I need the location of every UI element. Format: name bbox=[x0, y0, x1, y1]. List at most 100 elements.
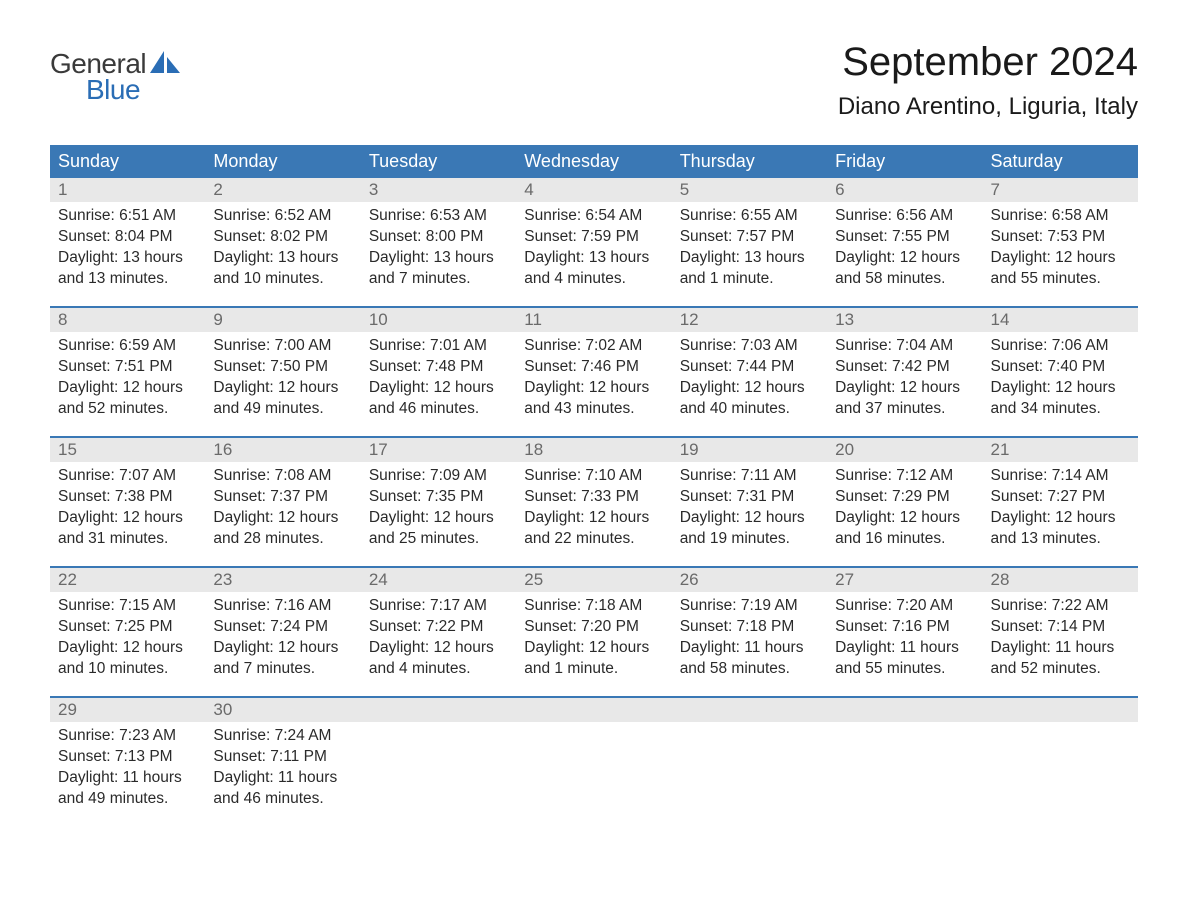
day-content: Sunrise: 6:58 AMSunset: 7:53 PMDaylight:… bbox=[983, 202, 1138, 290]
sunset-text: Sunset: 7:20 PM bbox=[524, 617, 663, 638]
daylight-text: Daylight: 12 hours and 49 minutes. bbox=[213, 378, 352, 420]
week-row: 22Sunrise: 7:15 AMSunset: 7:25 PMDayligh… bbox=[50, 566, 1138, 696]
day-number: 20 bbox=[827, 438, 982, 462]
day-content: Sunrise: 6:51 AMSunset: 8:04 PMDaylight:… bbox=[50, 202, 205, 290]
sunset-text: Sunset: 7:46 PM bbox=[524, 357, 663, 378]
sunset-text: Sunset: 7:38 PM bbox=[58, 487, 197, 508]
sunrise-text: Sunrise: 7:09 AM bbox=[369, 466, 508, 487]
sunrise-text: Sunrise: 7:08 AM bbox=[213, 466, 352, 487]
day-cell: 16Sunrise: 7:08 AMSunset: 7:37 PMDayligh… bbox=[205, 438, 360, 566]
sunset-text: Sunset: 7:48 PM bbox=[369, 357, 508, 378]
sunset-text: Sunset: 7:25 PM bbox=[58, 617, 197, 638]
sunset-text: Sunset: 7:33 PM bbox=[524, 487, 663, 508]
day-number: 2 bbox=[205, 178, 360, 202]
daylight-text: Daylight: 12 hours and 34 minutes. bbox=[991, 378, 1130, 420]
day-number: 5 bbox=[672, 178, 827, 202]
weeks-container: 1Sunrise: 6:51 AMSunset: 8:04 PMDaylight… bbox=[50, 178, 1138, 826]
sunrise-text: Sunrise: 6:54 AM bbox=[524, 206, 663, 227]
day-content: Sunrise: 7:03 AMSunset: 7:44 PMDaylight:… bbox=[672, 332, 827, 420]
daylight-text: Daylight: 12 hours and 31 minutes. bbox=[58, 508, 197, 550]
day-content: Sunrise: 6:54 AMSunset: 7:59 PMDaylight:… bbox=[516, 202, 671, 290]
day-cell: 23Sunrise: 7:16 AMSunset: 7:24 PMDayligh… bbox=[205, 568, 360, 696]
sunset-text: Sunset: 7:18 PM bbox=[680, 617, 819, 638]
day-cell: 22Sunrise: 7:15 AMSunset: 7:25 PMDayligh… bbox=[50, 568, 205, 696]
sunset-text: Sunset: 7:31 PM bbox=[680, 487, 819, 508]
sunrise-text: Sunrise: 7:17 AM bbox=[369, 596, 508, 617]
day-cell: 25Sunrise: 7:18 AMSunset: 7:20 PMDayligh… bbox=[516, 568, 671, 696]
sunset-text: Sunset: 7:22 PM bbox=[369, 617, 508, 638]
logo: General Blue bbox=[50, 48, 182, 106]
daylight-text: Daylight: 13 hours and 7 minutes. bbox=[369, 248, 508, 290]
sunset-text: Sunset: 7:14 PM bbox=[991, 617, 1130, 638]
day-cell: 9Sunrise: 7:00 AMSunset: 7:50 PMDaylight… bbox=[205, 308, 360, 436]
sunset-text: Sunset: 8:00 PM bbox=[369, 227, 508, 248]
day-number: 8 bbox=[50, 308, 205, 332]
sunrise-text: Sunrise: 7:01 AM bbox=[369, 336, 508, 357]
day-content: Sunrise: 7:18 AMSunset: 7:20 PMDaylight:… bbox=[516, 592, 671, 680]
day-number: 1 bbox=[50, 178, 205, 202]
day-content: Sunrise: 6:53 AMSunset: 8:00 PMDaylight:… bbox=[361, 202, 516, 290]
empty-day-cell: . bbox=[361, 698, 516, 826]
day-number: . bbox=[361, 698, 516, 722]
sunset-text: Sunset: 7:51 PM bbox=[58, 357, 197, 378]
day-content: Sunrise: 7:00 AMSunset: 7:50 PMDaylight:… bbox=[205, 332, 360, 420]
day-content: Sunrise: 6:52 AMSunset: 8:02 PMDaylight:… bbox=[205, 202, 360, 290]
day-content: Sunrise: 6:59 AMSunset: 7:51 PMDaylight:… bbox=[50, 332, 205, 420]
day-cell: 19Sunrise: 7:11 AMSunset: 7:31 PMDayligh… bbox=[672, 438, 827, 566]
daylight-text: Daylight: 12 hours and 52 minutes. bbox=[58, 378, 197, 420]
sunset-text: Sunset: 7:53 PM bbox=[991, 227, 1130, 248]
day-number: 25 bbox=[516, 568, 671, 592]
weekday-sunday: Sunday bbox=[50, 145, 205, 178]
day-number: 15 bbox=[50, 438, 205, 462]
day-number: 10 bbox=[361, 308, 516, 332]
day-content: Sunrise: 7:06 AMSunset: 7:40 PMDaylight:… bbox=[983, 332, 1138, 420]
sunrise-text: Sunrise: 6:59 AM bbox=[58, 336, 197, 357]
sunset-text: Sunset: 7:16 PM bbox=[835, 617, 974, 638]
sunrise-text: Sunrise: 6:55 AM bbox=[680, 206, 819, 227]
daylight-text: Daylight: 12 hours and 25 minutes. bbox=[369, 508, 508, 550]
sunrise-text: Sunrise: 7:16 AM bbox=[213, 596, 352, 617]
sunset-text: Sunset: 7:24 PM bbox=[213, 617, 352, 638]
sunset-text: Sunset: 7:55 PM bbox=[835, 227, 974, 248]
calendar: SundayMondayTuesdayWednesdayThursdayFrid… bbox=[50, 145, 1138, 826]
sunset-text: Sunset: 7:29 PM bbox=[835, 487, 974, 508]
sunset-text: Sunset: 7:40 PM bbox=[991, 357, 1130, 378]
weekday-header-row: SundayMondayTuesdayWednesdayThursdayFrid… bbox=[50, 145, 1138, 178]
sunset-text: Sunset: 7:37 PM bbox=[213, 487, 352, 508]
day-cell: 2Sunrise: 6:52 AMSunset: 8:02 PMDaylight… bbox=[205, 178, 360, 306]
day-number: 21 bbox=[983, 438, 1138, 462]
sunrise-text: Sunrise: 6:51 AM bbox=[58, 206, 197, 227]
day-content: Sunrise: 6:56 AMSunset: 7:55 PMDaylight:… bbox=[827, 202, 982, 290]
daylight-text: Daylight: 12 hours and 40 minutes. bbox=[680, 378, 819, 420]
day-content: Sunrise: 7:14 AMSunset: 7:27 PMDaylight:… bbox=[983, 462, 1138, 550]
sunrise-text: Sunrise: 7:11 AM bbox=[680, 466, 819, 487]
day-number: 7 bbox=[983, 178, 1138, 202]
empty-day-cell: . bbox=[516, 698, 671, 826]
day-content: Sunrise: 7:11 AMSunset: 7:31 PMDaylight:… bbox=[672, 462, 827, 550]
daylight-text: Daylight: 12 hours and 7 minutes. bbox=[213, 638, 352, 680]
sunset-text: Sunset: 7:44 PM bbox=[680, 357, 819, 378]
day-cell: 4Sunrise: 6:54 AMSunset: 7:59 PMDaylight… bbox=[516, 178, 671, 306]
day-cell: 12Sunrise: 7:03 AMSunset: 7:44 PMDayligh… bbox=[672, 308, 827, 436]
daylight-text: Daylight: 12 hours and 46 minutes. bbox=[369, 378, 508, 420]
sunrise-text: Sunrise: 6:52 AM bbox=[213, 206, 352, 227]
day-content: Sunrise: 7:19 AMSunset: 7:18 PMDaylight:… bbox=[672, 592, 827, 680]
daylight-text: Daylight: 12 hours and 58 minutes. bbox=[835, 248, 974, 290]
day-number: . bbox=[516, 698, 671, 722]
sunrise-text: Sunrise: 7:02 AM bbox=[524, 336, 663, 357]
day-content: Sunrise: 7:08 AMSunset: 7:37 PMDaylight:… bbox=[205, 462, 360, 550]
day-cell: 14Sunrise: 7:06 AMSunset: 7:40 PMDayligh… bbox=[983, 308, 1138, 436]
day-number: 24 bbox=[361, 568, 516, 592]
day-content: Sunrise: 7:23 AMSunset: 7:13 PMDaylight:… bbox=[50, 722, 205, 810]
sunset-text: Sunset: 8:04 PM bbox=[58, 227, 197, 248]
sunrise-text: Sunrise: 7:06 AM bbox=[991, 336, 1130, 357]
day-cell: 29Sunrise: 7:23 AMSunset: 7:13 PMDayligh… bbox=[50, 698, 205, 826]
day-number: 30 bbox=[205, 698, 360, 722]
daylight-text: Daylight: 12 hours and 10 minutes. bbox=[58, 638, 197, 680]
sunrise-text: Sunrise: 7:10 AM bbox=[524, 466, 663, 487]
day-content: Sunrise: 7:10 AMSunset: 7:33 PMDaylight:… bbox=[516, 462, 671, 550]
empty-day-cell: . bbox=[672, 698, 827, 826]
day-number: 12 bbox=[672, 308, 827, 332]
weekday-friday: Friday bbox=[827, 145, 982, 178]
sunrise-text: Sunrise: 7:07 AM bbox=[58, 466, 197, 487]
